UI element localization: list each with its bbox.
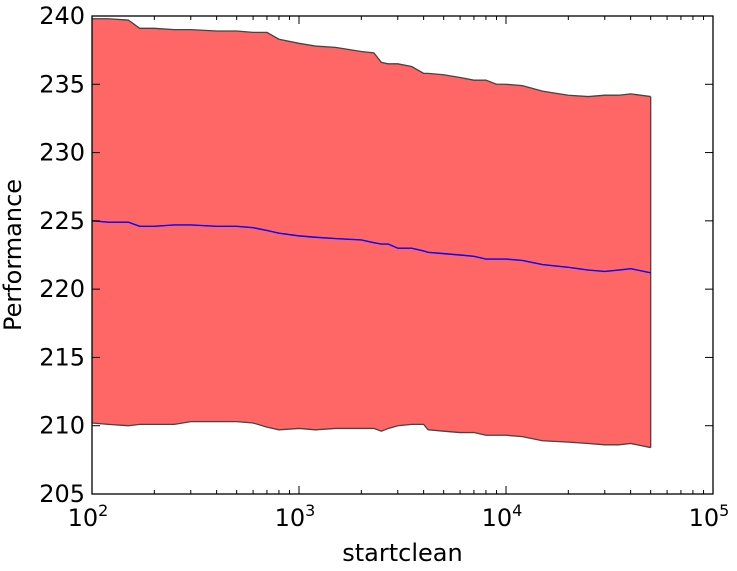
- x-tick-label: 104: [482, 501, 523, 532]
- y-tick-label: 220: [39, 275, 85, 303]
- mean-performance-line: [91, 220, 651, 274]
- x-tick-label: 105: [689, 501, 730, 532]
- x-axis-label: startclean: [342, 539, 462, 567]
- y-tick-label: 230: [39, 139, 85, 167]
- axis-ticks: 205 210 215 220 225 230 235 240 102 103 104 105: [39, 2, 729, 532]
- band-lower-edge: [91, 420, 651, 449]
- y-tick-label: 205: [39, 480, 85, 508]
- y-axis-label: Performance: [0, 179, 27, 331]
- plot-area: [91, 18, 652, 449]
- confidence-band: [92, 18, 651, 448]
- y-tick-label: 215: [39, 343, 85, 371]
- y-tick-label: 235: [39, 70, 85, 98]
- y-tick-label: 240: [39, 2, 85, 30]
- x-tick-label: 103: [275, 501, 316, 532]
- y-tick-label: 210: [39, 412, 85, 440]
- plot-frame: [91, 15, 714, 495]
- band-upper-edge: [92, 18, 651, 98]
- y-tick-label: 225: [39, 207, 85, 235]
- x-tick-label: 102: [68, 501, 109, 532]
